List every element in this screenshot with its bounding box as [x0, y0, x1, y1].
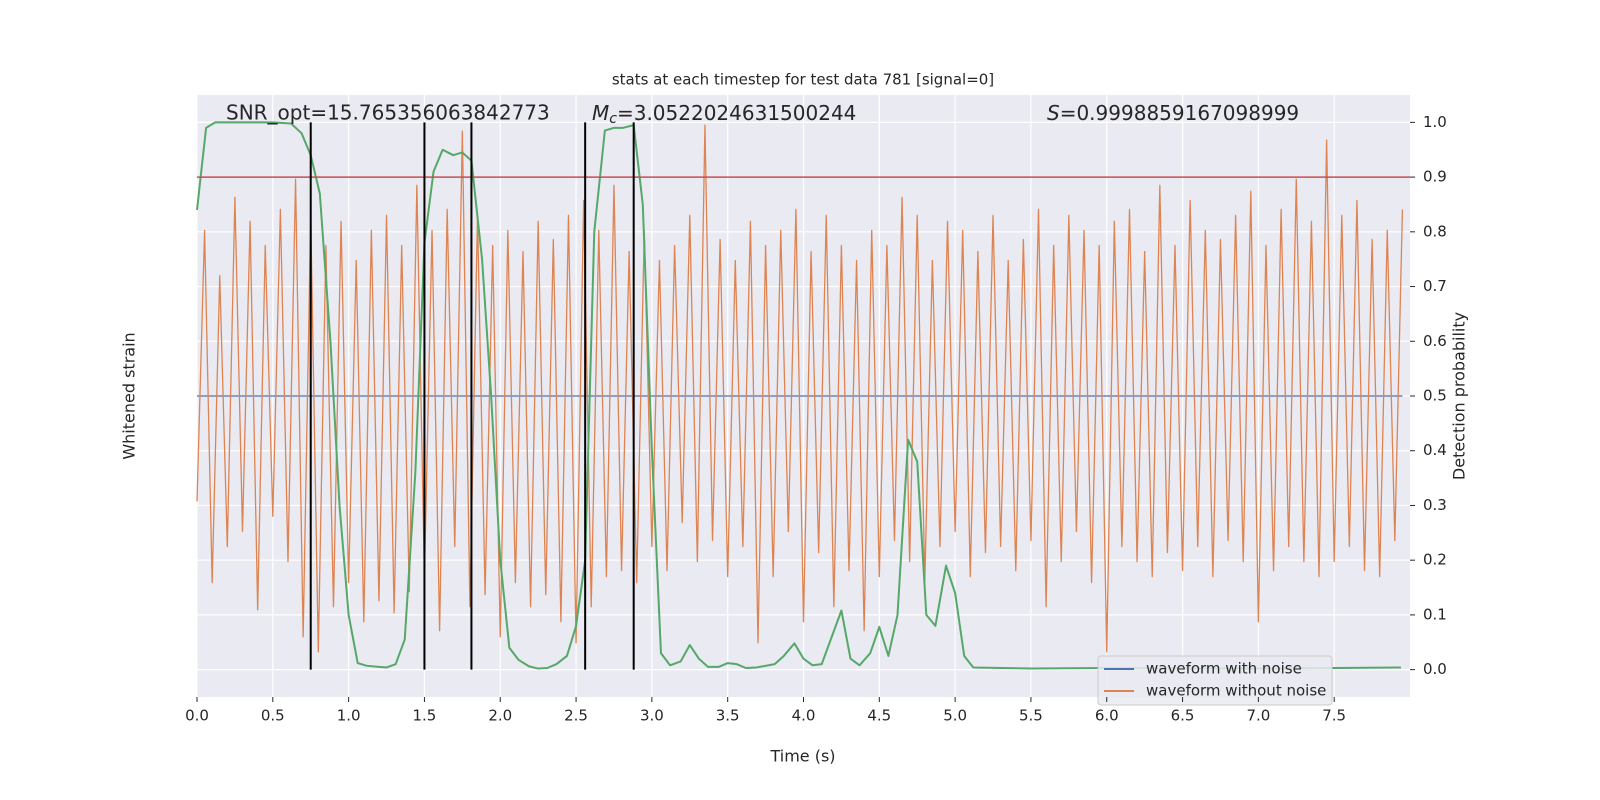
x-tick-label: 0.0 — [185, 707, 209, 725]
chart-title: stats at each timestep for test data 781… — [612, 71, 994, 89]
x-axis-label: Time (s) — [769, 747, 835, 766]
y2-tick-label: 0.4 — [1423, 441, 1447, 459]
x-tick-label: 3.5 — [716, 707, 740, 725]
y-axis-label: Whitened strain — [120, 332, 139, 459]
x-tick-label: 5.0 — [943, 707, 967, 725]
annotation-symbol: S — [1047, 101, 1060, 125]
x-tick-label: 7.5 — [1322, 707, 1346, 725]
probability-line — [196, 121, 1401, 670]
x-tick-label: 3.0 — [640, 707, 664, 725]
y2-tick-label: 0.3 — [1423, 496, 1447, 514]
y2-tick-label: 0.7 — [1423, 277, 1447, 295]
x-tick-label: 0.5 — [261, 707, 285, 725]
y2-tick-label: 0.1 — [1423, 605, 1447, 623]
annotation: S=0.9998859167098999 — [1047, 101, 1299, 125]
plot-layer — [196, 121, 1410, 670]
legend-box — [1097, 655, 1333, 706]
series-line — [196, 124, 1404, 653]
legend-label: waveform with noise — [1146, 660, 1302, 678]
y2-tick-label: 0.8 — [1423, 222, 1447, 240]
x-tick-label: 6.0 — [1095, 707, 1119, 725]
x-tick-label: 2.5 — [564, 707, 588, 725]
y2-tick-label: 1.0 — [1423, 113, 1447, 131]
x-tick-label: 1.5 — [413, 707, 437, 725]
y2-tick-label: 0.0 — [1423, 660, 1447, 678]
x-tick-label: 6.5 — [1171, 707, 1195, 725]
y2-tick-label: 0.9 — [1423, 168, 1447, 186]
y2-tick-label: 0.2 — [1423, 551, 1447, 569]
y2-tick-label: 0.5 — [1423, 387, 1447, 405]
x-tick-label: 1.0 — [337, 707, 361, 725]
annotation: Mc=3.0522024631500244 — [592, 101, 856, 128]
x-tick-label: 4.5 — [867, 707, 891, 725]
x-tick-label: 5.5 — [1019, 707, 1043, 725]
annotation-text: =3.0522024631500244 — [617, 101, 856, 125]
annotation-symbol: M — [592, 101, 609, 125]
y2-tick-label: 0.6 — [1423, 332, 1447, 350]
x-tick-label: 4.0 — [792, 707, 816, 725]
legend-label: waveform without noise — [1146, 682, 1326, 700]
annotation-subscript: c — [609, 111, 617, 127]
annotation-text: =0.9998859167098999 — [1060, 101, 1299, 125]
x-tick-label: 7.0 — [1246, 707, 1270, 725]
legend: waveform with noise waveform without nois… — [1097, 655, 1333, 706]
x-tick-label: 2.0 — [488, 707, 512, 725]
annotation: SNR_opt=15.765356063842773 — [226, 101, 550, 125]
y2-axis-label: Detection probability — [1450, 312, 1469, 480]
